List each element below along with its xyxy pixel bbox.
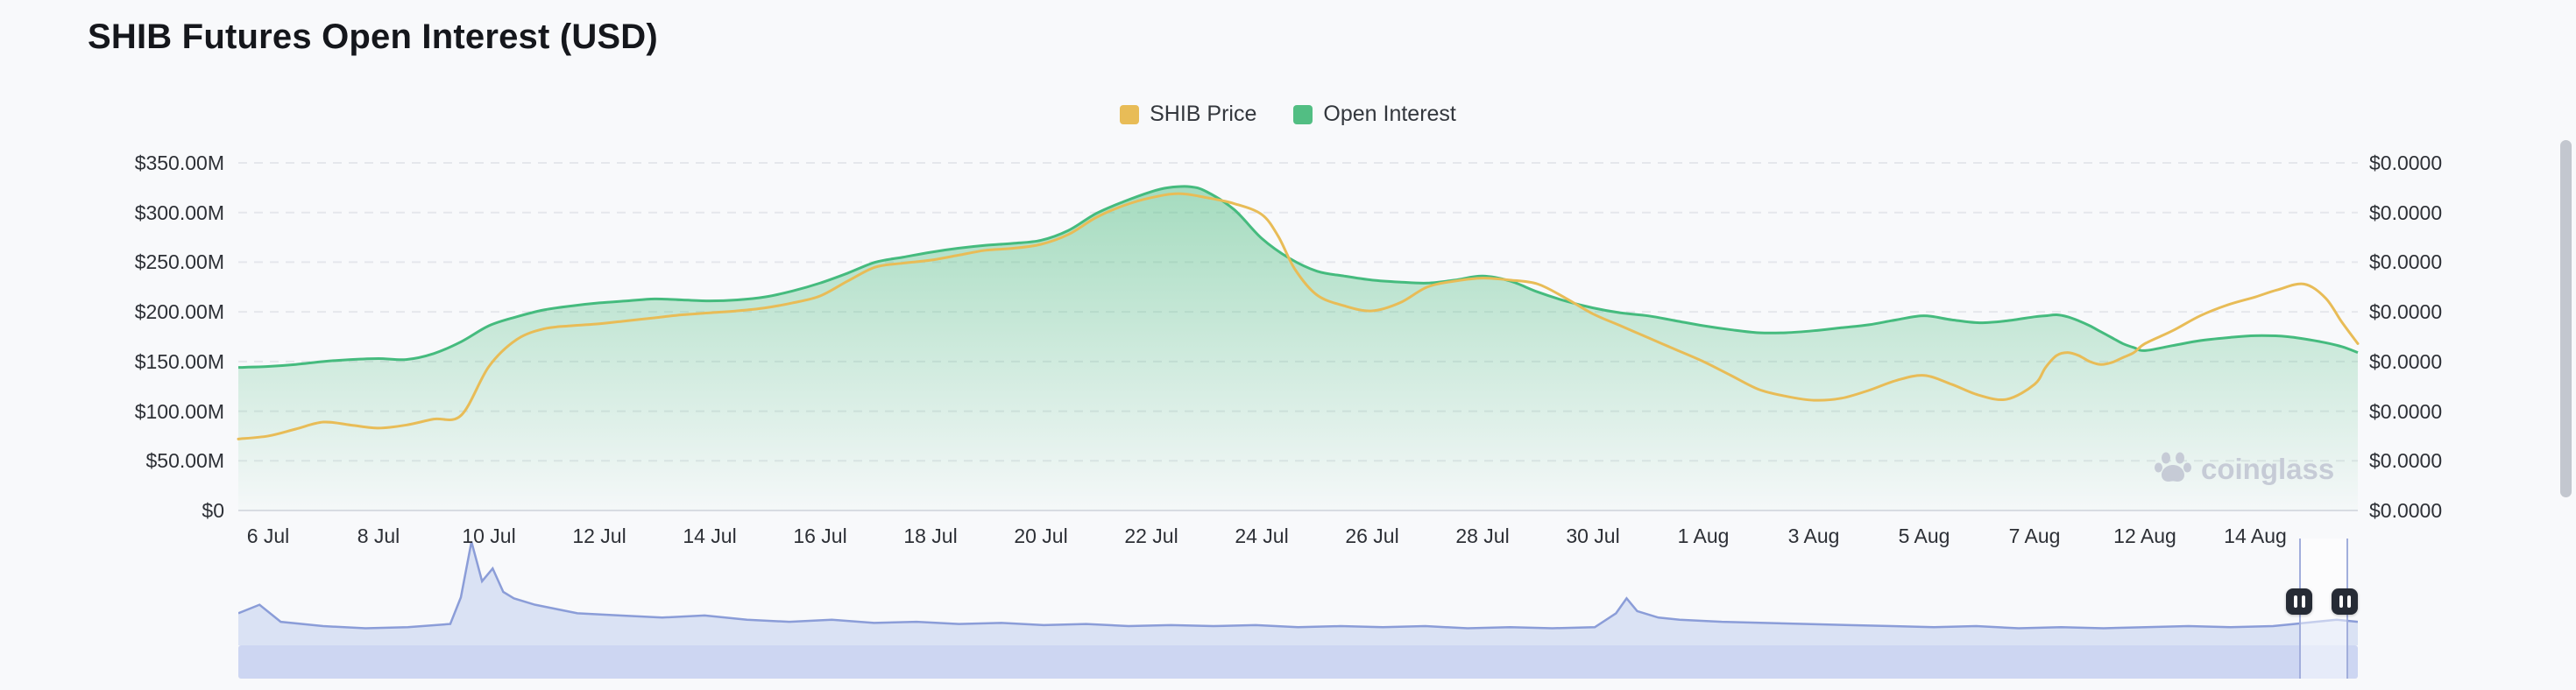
y-axis-left-label: $150.00M <box>134 349 224 373</box>
y-axis-left-label: $200.00M <box>134 300 224 324</box>
x-axis-label: 5 Aug <box>1898 525 1950 547</box>
coinglass-watermark-text: coinglass <box>2201 453 2335 485</box>
x-axis-label: 1 Aug <box>1677 525 1730 547</box>
legend-item-shib-price[interactable]: SHIB Price <box>1120 102 1256 127</box>
x-axis-label: 8 Jul <box>357 525 400 547</box>
x-axis-label: 28 Jul <box>1455 525 1510 547</box>
x-axis-label: 3 Aug <box>1787 525 1840 547</box>
coinglass-paw-logo-icon <box>2155 452 2191 482</box>
y-axis-right-label: $0.0000 <box>2369 151 2443 174</box>
handle-grip-icon <box>2346 595 2351 608</box>
x-axis-label: 22 Jul <box>1124 525 1178 547</box>
x-axis-label: 12 Aug <box>2113 525 2176 547</box>
navigator-chart[interactable] <box>238 539 2358 645</box>
navigator-handle-left[interactable] <box>2286 588 2313 615</box>
y-axis-right-label: $0.0000 <box>2369 499 2443 522</box>
y-axis-left-label: $350.00M <box>134 151 224 174</box>
main-chart[interactable] <box>237 162 2360 511</box>
legend-label-open-interest: Open Interest <box>1323 102 1456 126</box>
chart-title: SHIB Futures Open Interest (USD) <box>88 18 658 56</box>
x-axis-label: 26 Jul <box>1345 525 1399 547</box>
y-axis-left-label: $300.00M <box>134 201 224 224</box>
x-axis-label: 14 Aug <box>2224 525 2287 547</box>
legend-item-open-interest[interactable]: Open Interest <box>1293 102 1456 127</box>
y-axis-right-label: $0.0000 <box>2369 349 2443 373</box>
navigator-area <box>238 541 2358 645</box>
handle-grip-icon <box>2301 595 2305 608</box>
x-axis-label: 18 Jul <box>903 525 958 547</box>
navigator-track[interactable] <box>238 645 2358 679</box>
handle-grip-icon <box>2339 595 2343 608</box>
shib-price-line <box>237 192 2360 440</box>
x-axis-label: 20 Jul <box>1014 525 1068 547</box>
y-axis-right-label: $0.0000 <box>2369 399 2443 423</box>
legend-swatch-price-icon <box>1120 104 1140 124</box>
y-axis-right-label: $0.0000 <box>2369 250 2443 274</box>
y-axis-left-label: $250.00M <box>134 250 224 274</box>
legend: SHIB Price Open Interest <box>0 102 2576 127</box>
legend-label-shib-price: SHIB Price <box>1150 102 1257 126</box>
y-axis-left-label: $50.00M <box>145 449 224 473</box>
scrollbar-thumb[interactable] <box>2560 140 2572 497</box>
x-axis-label: 6 Jul <box>246 525 290 547</box>
x-axis-label: 7 Aug <box>2008 525 2061 547</box>
y-axis-left-label: $0 <box>202 499 224 522</box>
x-axis-label: 14 Jul <box>683 525 737 547</box>
legend-swatch-open-interest-icon <box>1293 104 1313 124</box>
y-axis-right-label: $0.0000 <box>2369 300 2443 324</box>
y-axis-left-label: $100.00M <box>134 399 224 423</box>
x-axis-label: 24 Jul <box>1235 525 1289 547</box>
x-axis-label: 30 Jul <box>1566 525 1620 547</box>
x-axis-label: 10 Jul <box>462 525 516 547</box>
handle-grip-icon <box>2293 595 2297 608</box>
open-interest-line <box>237 185 2359 370</box>
x-axis-label: 12 Jul <box>572 525 626 547</box>
navigator-handle-right[interactable] <box>2332 588 2358 615</box>
navigator-line <box>238 541 2358 630</box>
y-axis-right-label: $0.0000 <box>2369 449 2443 473</box>
open-interest-area <box>238 186 2358 510</box>
y-axis-right-label: $0.0000 <box>2369 201 2443 224</box>
coinglass-watermark: coinglass <box>2154 450 2334 489</box>
x-axis-label: 16 Jul <box>793 525 847 547</box>
